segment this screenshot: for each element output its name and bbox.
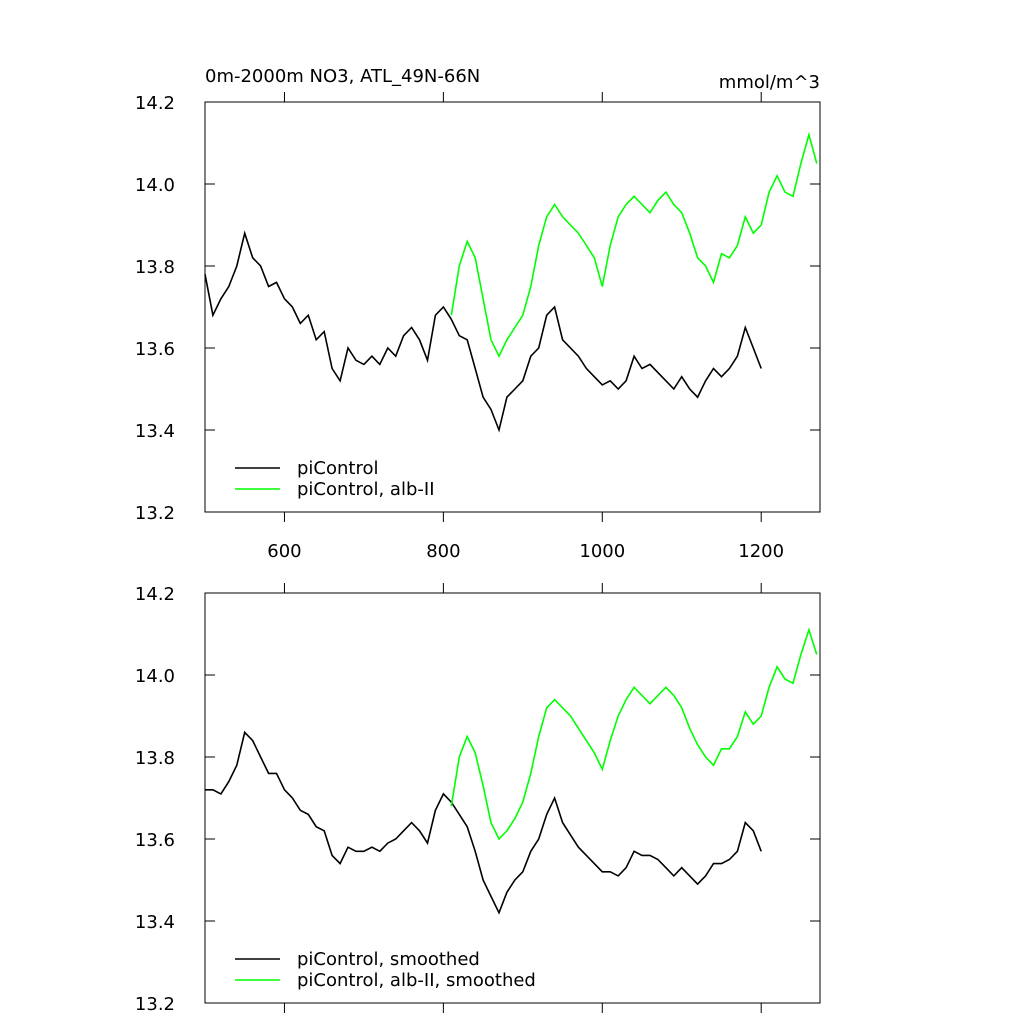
plot-frame (204, 592, 821, 1004)
y-tick-label: 13.8 (135, 748, 175, 769)
x-tick-label: 800 (426, 541, 460, 562)
data-line (205, 730, 762, 915)
data-line (450, 627, 818, 841)
units-label: mmol/m^3 (719, 72, 820, 93)
plot-frame (204, 101, 821, 513)
y-tick-label: 14.2 (135, 93, 175, 114)
chart-title: 0m-2000m NO3, ATL_49N-66N (205, 66, 480, 87)
data-line (204, 230, 762, 433)
legend-label: piControl (297, 458, 379, 479)
x-tick-label: 1200 (738, 541, 784, 562)
y-tick-label: 13.8 (135, 257, 175, 278)
y-tick-label: 13.4 (135, 912, 175, 933)
x-tick-label: 1000 (579, 541, 625, 562)
y-tick-label: 13.6 (135, 339, 175, 360)
legend-label: piControl, alb-II, smoothed (297, 970, 536, 991)
legend-label: piControl, alb-II (297, 479, 435, 500)
y-tick-label: 13.2 (135, 503, 175, 524)
x-tick-label: 600 (267, 541, 301, 562)
y-tick-label: 13.2 (135, 994, 175, 1015)
y-tick-label: 13.4 (135, 421, 175, 442)
y-tick-label: 14.0 (135, 666, 175, 687)
y-tick-label: 14.0 (135, 175, 175, 196)
data-line (450, 131, 818, 359)
y-tick-label: 13.6 (135, 830, 175, 851)
y-tick-label: 14.2 (135, 584, 175, 605)
legend-label: piControl, smoothed (297, 949, 480, 970)
